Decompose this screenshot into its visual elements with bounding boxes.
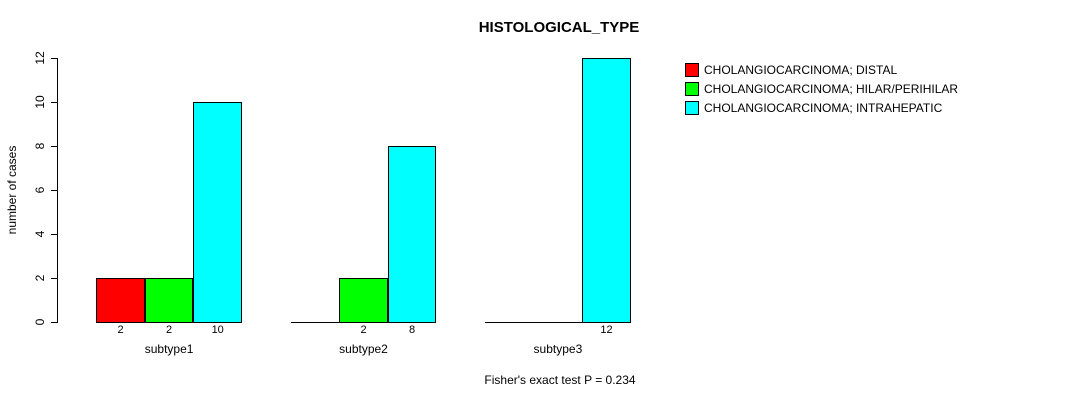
legend-color-swatch bbox=[685, 101, 699, 115]
legend-label: CHOLANGIOCARCINOMA; DISTAL bbox=[704, 63, 898, 77]
x-category-label-subtype3: subtype3 bbox=[533, 342, 583, 356]
zero-bar-subtype2-series0 bbox=[290, 322, 340, 323]
legend-label: CHOLANGIOCARCINOMA; HILAR/PERIHILAR bbox=[704, 82, 959, 96]
bar-value-label: 10 bbox=[211, 324, 224, 336]
footer-stat-note: Fisher's exact test P = 0.234 bbox=[484, 373, 636, 387]
y-axis-tick-label: 2 bbox=[33, 274, 47, 282]
bar-value-label: 8 bbox=[409, 324, 416, 336]
bar-subtype1-series0 bbox=[96, 278, 145, 323]
y-axis-tick bbox=[51, 234, 58, 235]
legend-item: CHOLANGIOCARCINOMA; HILAR/PERIHILAR bbox=[685, 82, 958, 96]
legend-color-swatch bbox=[685, 63, 699, 77]
x-category-label-subtype2: subtype2 bbox=[339, 342, 388, 356]
legend-item: CHOLANGIOCARCINOMA; DISTAL bbox=[685, 63, 958, 77]
y-axis-tick bbox=[51, 190, 58, 191]
legend: CHOLANGIOCARCINOMA; DISTAL CHOLANGIOCARCI… bbox=[685, 63, 958, 120]
zero-bar-subtype3-series1 bbox=[533, 322, 583, 323]
y-axis-tick bbox=[51, 278, 58, 279]
bar-value-label: 2 bbox=[117, 324, 124, 336]
legend-color-swatch bbox=[685, 82, 699, 96]
chart-title: HISTOLOGICAL_TYPE bbox=[478, 19, 640, 36]
legend-label: CHOLANGIOCARCINOMA; INTRAHEPATIC bbox=[704, 101, 943, 115]
y-axis-tick bbox=[51, 322, 58, 323]
bar-subtype1-series1 bbox=[144, 278, 194, 323]
bar-value-label: 2 bbox=[360, 324, 367, 336]
legend-item: CHOLANGIOCARCINOMA; INTRAHEPATIC bbox=[685, 101, 958, 115]
y-axis-tick-label: 10 bbox=[33, 95, 47, 109]
y-axis-tick-label: 12 bbox=[33, 51, 47, 65]
bar-value-label: 2 bbox=[166, 324, 173, 336]
bar-subtype1-series2 bbox=[193, 102, 242, 323]
bar-subtype2-series1 bbox=[339, 278, 388, 323]
bar-subtype2-series2 bbox=[387, 146, 437, 323]
x-category-label-subtype1: subtype1 bbox=[144, 342, 194, 356]
y-axis-tick-label: 6 bbox=[33, 186, 47, 194]
bar-value-label: 12 bbox=[600, 324, 613, 336]
y-axis-title: number of cases bbox=[5, 145, 19, 235]
y-axis-tick-label: 8 bbox=[33, 142, 47, 150]
y-axis-tick bbox=[51, 58, 58, 59]
zero-bar-subtype3-series0 bbox=[485, 322, 534, 323]
y-axis-tick bbox=[51, 102, 58, 103]
y-axis-tick-label: 0 bbox=[33, 318, 47, 326]
y-axis-tick bbox=[51, 146, 58, 147]
bar-subtype3-series2 bbox=[582, 58, 631, 323]
y-axis-tick-label: 4 bbox=[33, 230, 47, 238]
